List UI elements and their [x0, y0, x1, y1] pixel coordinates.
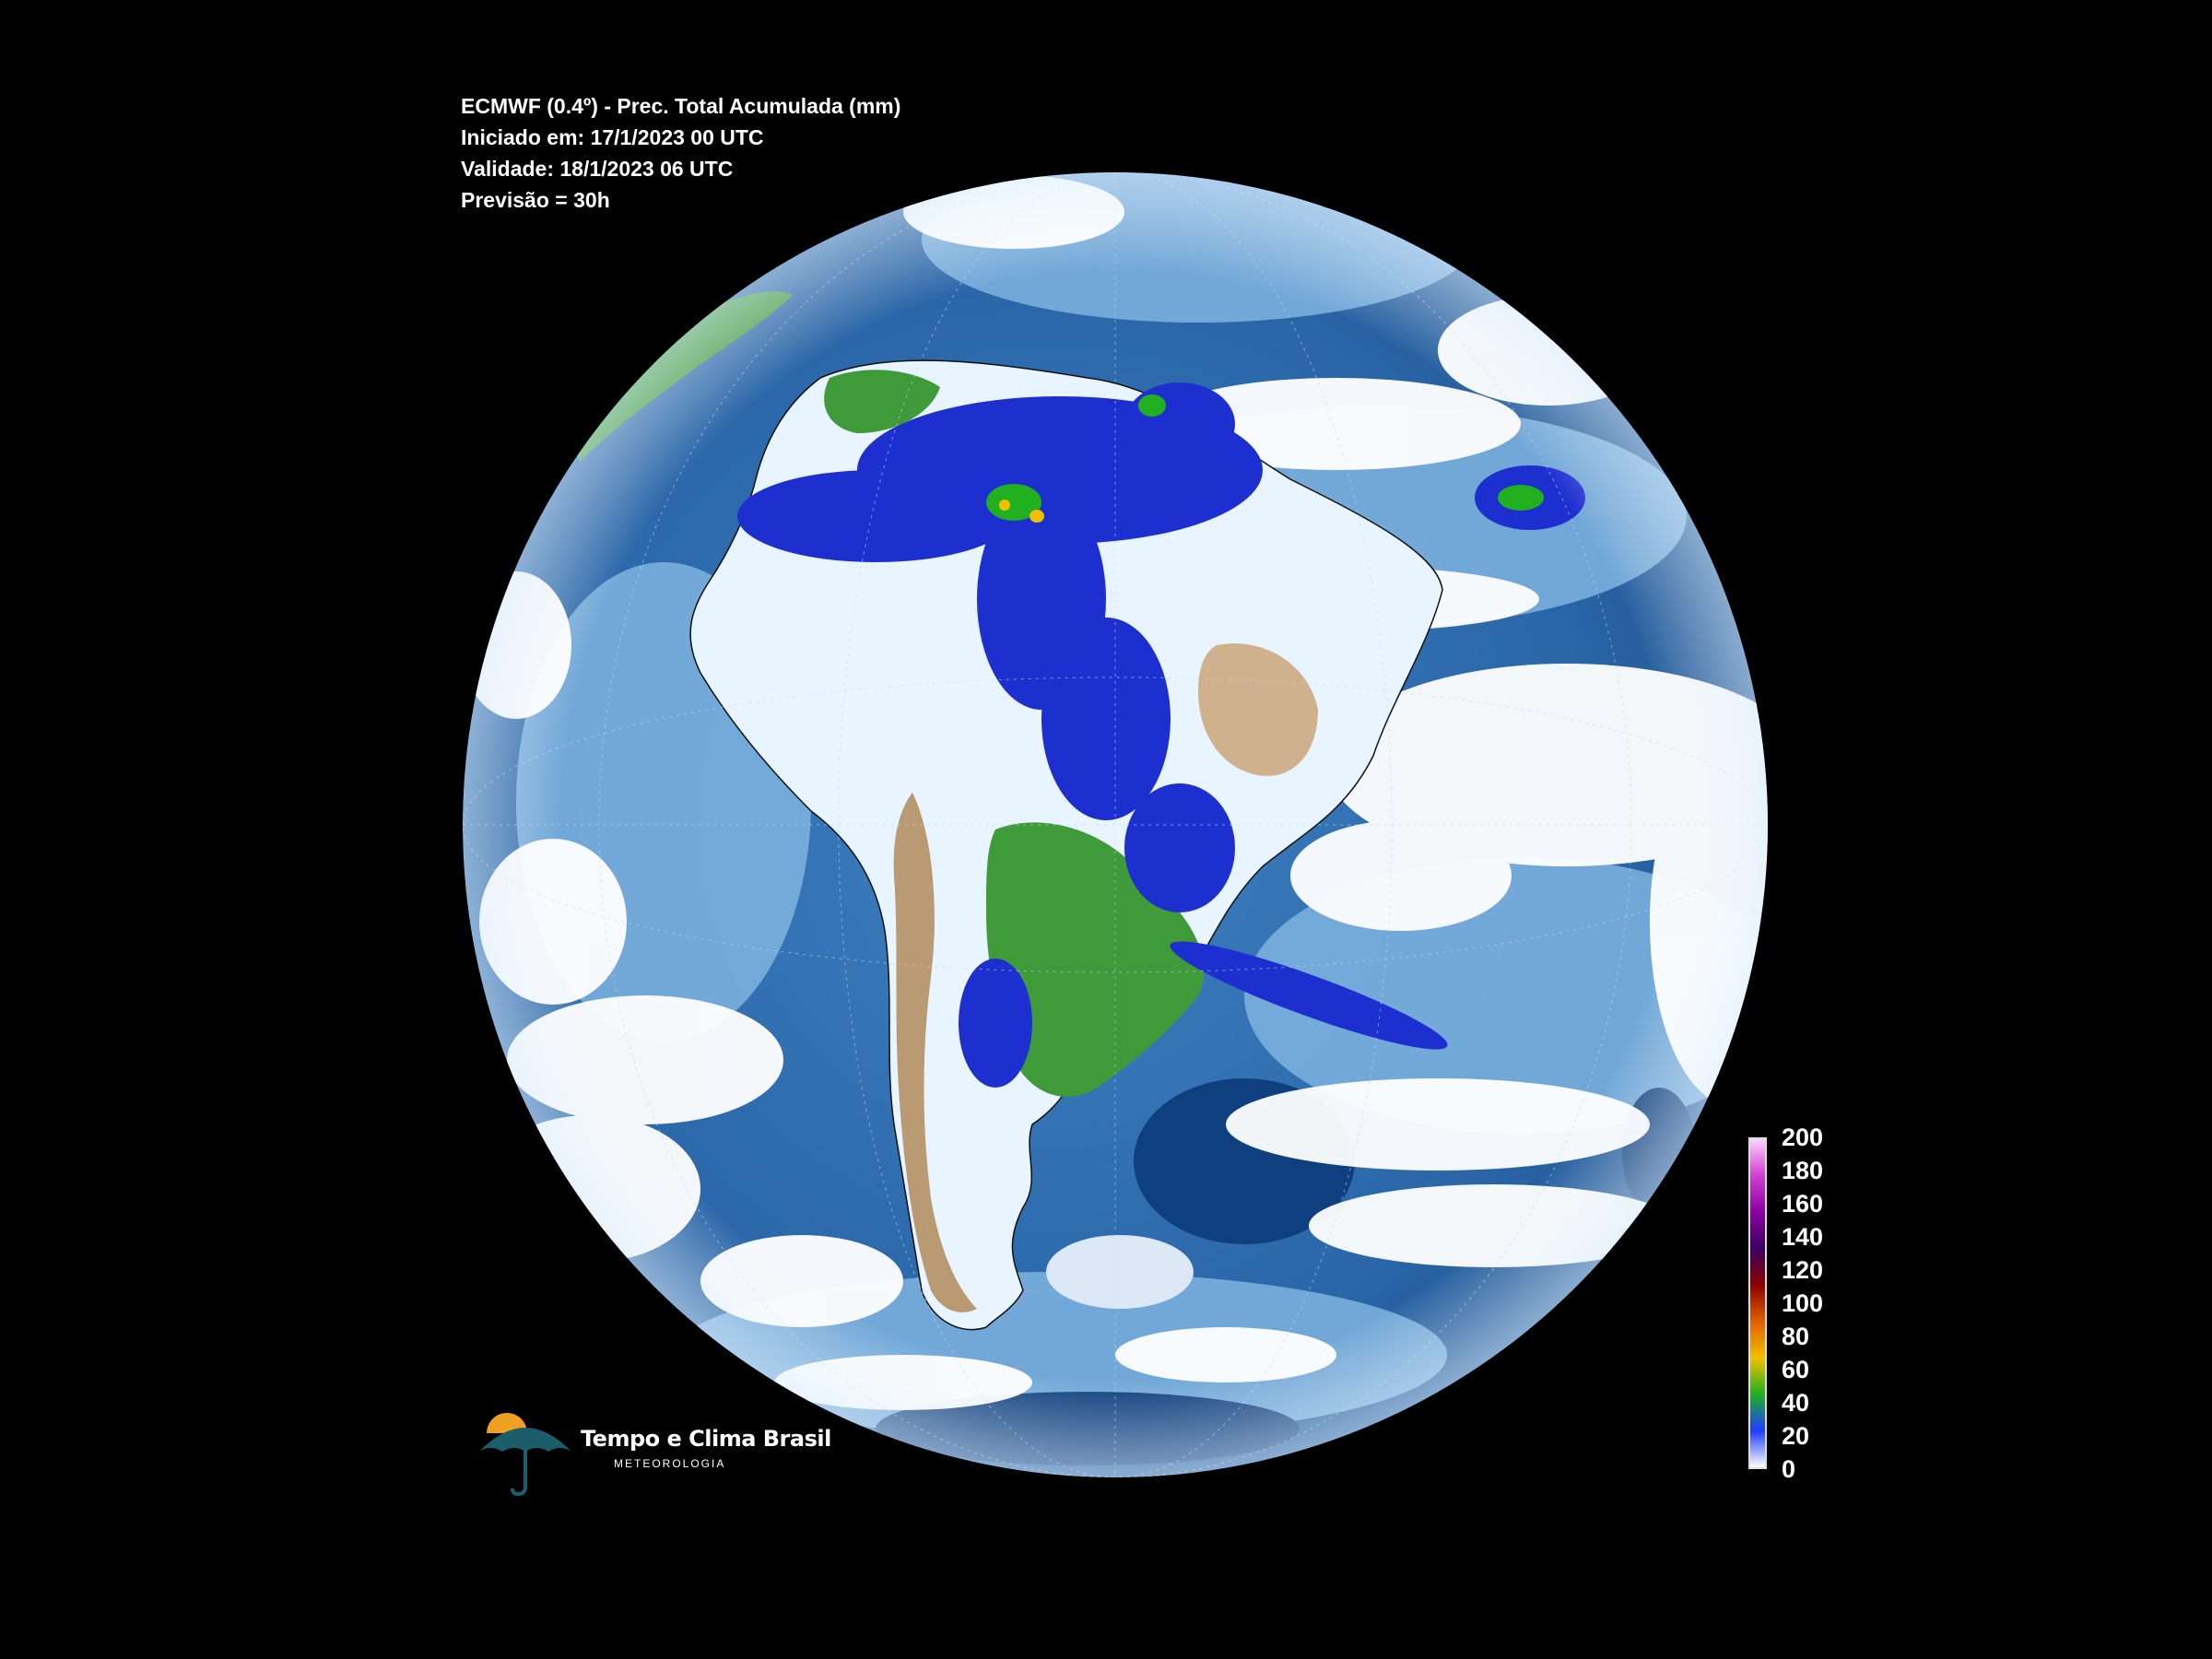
legend-tick-label: 120	[1782, 1256, 1824, 1284]
legend-tick-label: 160	[1782, 1190, 1824, 1218]
legend-tick-label: 40	[1782, 1389, 1810, 1417]
legend-tick-label: 200	[1782, 1124, 1824, 1151]
legend-color-bar	[1748, 1137, 1767, 1469]
brand-name: Tempo e Clima Brasil	[581, 1426, 831, 1452]
title-line-model: ECMWF (0.4º) - Prec. Total Acumulada (mm…	[461, 94, 901, 118]
legend-tick-label: 140	[1782, 1223, 1824, 1251]
globe-disc	[463, 172, 1768, 1477]
globe-limb-glow	[463, 172, 1768, 1477]
legend-tick-label: 80	[1782, 1323, 1810, 1350]
map-title: ECMWF (0.4º) - Prec. Total Acumulada (mm…	[461, 90, 900, 216]
brand-tagline: METEOROLOGIA	[614, 1457, 726, 1470]
legend-tick-label: 100	[1782, 1289, 1824, 1317]
legend-tick-label: 0	[1782, 1455, 1796, 1483]
legend-tick-label: 60	[1782, 1356, 1810, 1383]
title-line-valid: Validade: 18/1/2023 06 UTC	[461, 157, 734, 181]
color-legend: 200 180 160 140 120 100 80 60 40 20 0	[1748, 1124, 1831, 1483]
legend-tick-label: 180	[1782, 1157, 1824, 1184]
umbrella-sun-icon	[479, 1413, 571, 1497]
title-line-init: Iniciado em: 17/1/2023 00 UTC	[461, 125, 764, 149]
title-line-forecast: Previsão = 30h	[461, 188, 610, 212]
legend-tick-label: 20	[1782, 1422, 1810, 1450]
brand-logo: Tempo e Clima Brasil METEOROLOGIA	[479, 1406, 831, 1498]
